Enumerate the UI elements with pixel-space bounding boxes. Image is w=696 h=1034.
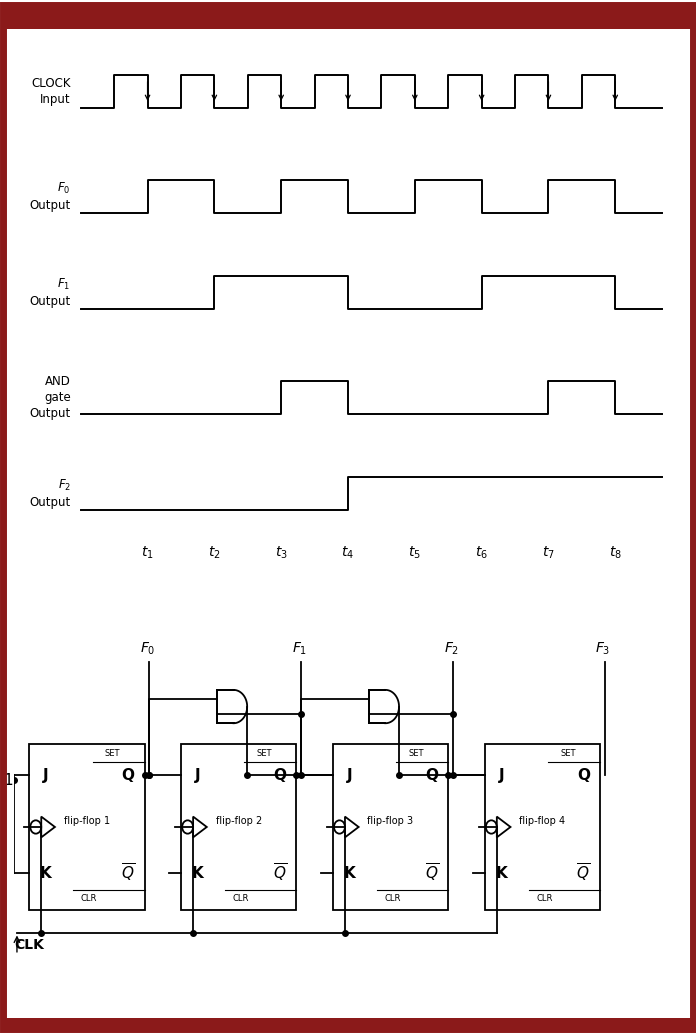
Text: $\overline{Q}$: $\overline{Q}$	[273, 862, 287, 884]
Text: K: K	[496, 865, 507, 881]
Text: J: J	[195, 767, 200, 783]
Text: $F_3$: $F_3$	[596, 640, 611, 657]
Text: $F_1$
Output: $F_1$ Output	[29, 277, 71, 308]
Text: CLOCK
Input: CLOCK Input	[31, 77, 71, 105]
Text: Q: Q	[273, 767, 286, 783]
Text: J: J	[43, 767, 49, 783]
Bar	[333, 743, 448, 910]
Text: Q: Q	[121, 767, 134, 783]
Text: flip-flop 2: flip-flop 2	[216, 817, 262, 826]
Text: $F_2$: $F_2$	[443, 640, 459, 657]
Text: SET: SET	[104, 750, 120, 759]
Text: $t_8$: $t_8$	[609, 544, 622, 560]
Text: $t_3$: $t_3$	[275, 544, 287, 560]
Text: 1: 1	[3, 772, 13, 788]
Text: $F_0$
Output: $F_0$ Output	[29, 181, 71, 212]
Bar	[181, 743, 296, 910]
Bar	[29, 743, 145, 910]
Text: flip-flop 4: flip-flop 4	[519, 817, 565, 826]
Text: $t_2$: $t_2$	[208, 544, 221, 560]
Text: SET: SET	[408, 750, 424, 759]
Text: $\overline{Q}$: $\overline{Q}$	[121, 862, 135, 884]
Text: K: K	[344, 865, 356, 881]
Text: $F_0$: $F_0$	[140, 640, 155, 657]
Text: AND
gate
Output: AND gate Output	[29, 375, 71, 420]
Text: $t_7$: $t_7$	[542, 544, 555, 560]
Text: Q: Q	[425, 767, 438, 783]
Bar	[484, 743, 600, 910]
Text: SET: SET	[560, 750, 576, 759]
Text: $F_2$
Output: $F_2$ Output	[29, 478, 71, 509]
Text: CLR: CLR	[537, 894, 553, 903]
Text: $\overline{Q}$: $\overline{Q}$	[576, 862, 590, 884]
Text: J: J	[498, 767, 504, 783]
Text: J: J	[347, 767, 352, 783]
Text: K: K	[192, 865, 203, 881]
Text: CLR: CLR	[232, 894, 249, 903]
Text: $t_1$: $t_1$	[141, 544, 154, 560]
Text: SET: SET	[256, 750, 272, 759]
Text: CLR: CLR	[81, 894, 97, 903]
Text: flip-flop 1: flip-flop 1	[64, 817, 110, 826]
Text: $\overline{Q}$: $\overline{Q}$	[425, 862, 438, 884]
Text: Q: Q	[577, 767, 590, 783]
Text: CLK: CLK	[14, 938, 44, 952]
Text: $t_5$: $t_5$	[409, 544, 421, 560]
Text: flip-flop 3: flip-flop 3	[367, 817, 413, 826]
Text: $t_6$: $t_6$	[475, 544, 488, 560]
Text: CLR: CLR	[385, 894, 401, 903]
Text: K: K	[40, 865, 52, 881]
Text: $t_4$: $t_4$	[342, 544, 354, 560]
Text: $F_1$: $F_1$	[292, 640, 307, 657]
